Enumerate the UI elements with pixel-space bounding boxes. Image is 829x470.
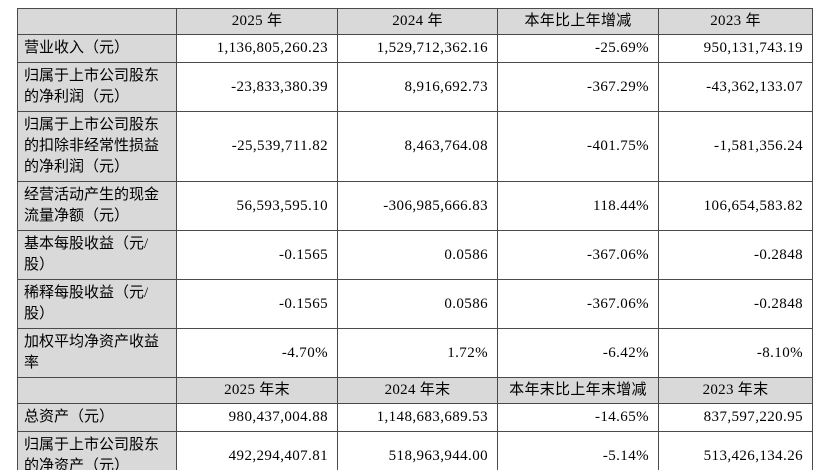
row-net-profit-attributable: 归属于上市公司股东的净利润（元） -23,833,380.39 8,916,69… bbox=[17, 62, 813, 112]
row-label: 营业收入（元） bbox=[17, 34, 177, 63]
row-label: 稀释每股收益（元/股） bbox=[17, 279, 177, 329]
col-header-2024: 2024 年 bbox=[337, 8, 498, 35]
financial-summary-table: 2025 年 2024 年 本年比上年增减 2023 年 营业收入（元） 1,1… bbox=[17, 8, 813, 470]
col-header-2025-end: 2025 年末 bbox=[176, 377, 338, 404]
cell-value: -0.2848 bbox=[658, 230, 813, 280]
cell-value: 118.44% bbox=[497, 181, 659, 231]
cell-value: -25.69% bbox=[497, 34, 659, 63]
row-diluted-eps: 稀释每股收益（元/股） -0.1565 0.0586 -367.06% -0.2… bbox=[17, 279, 813, 329]
cell-value: 106,654,583.82 bbox=[658, 181, 813, 231]
row-label: 归属于上市公司股东的扣除非经常性损益的净利润（元） bbox=[17, 111, 177, 182]
cell-value: -367.06% bbox=[497, 279, 659, 329]
cell-value: 56,593,595.10 bbox=[176, 181, 338, 231]
cell-value: -43,362,133.07 bbox=[658, 62, 813, 112]
cell-value: 950,131,743.19 bbox=[658, 34, 813, 63]
row-label: 基本每股收益（元/股） bbox=[17, 230, 177, 280]
row-label: 总资产（元） bbox=[17, 403, 177, 432]
row-label: 加权平均净资产收益率 bbox=[17, 328, 177, 378]
cell-value: -1,581,356.24 bbox=[658, 111, 813, 182]
row-label: 归属于上市公司股东的净利润（元） bbox=[17, 62, 177, 112]
row-total-assets: 总资产（元） 980,437,004.88 1,148,683,689.53 -… bbox=[17, 403, 813, 432]
cell-value: -4.70% bbox=[176, 328, 338, 378]
cell-value: 0.0586 bbox=[337, 230, 498, 280]
col-header-2024-end: 2024 年末 bbox=[337, 377, 498, 404]
col-header-2023-end: 2023 年末 bbox=[658, 377, 813, 404]
row-operating-revenue: 营业收入（元） 1,136,805,260.23 1,529,712,362.1… bbox=[17, 34, 813, 63]
col-header-yoy-change: 本年比上年增减 bbox=[497, 8, 659, 35]
cell-value: -367.29% bbox=[497, 62, 659, 112]
corner-cell bbox=[17, 8, 177, 35]
cell-value: 1,148,683,689.53 bbox=[337, 403, 498, 432]
cell-value: 980,437,004.88 bbox=[176, 403, 338, 432]
col-header-2025: 2025 年 bbox=[176, 8, 338, 35]
cell-value: -0.1565 bbox=[176, 230, 338, 280]
cell-value: -0.1565 bbox=[176, 279, 338, 329]
cell-value: -5.14% bbox=[497, 431, 659, 470]
cell-value: 1.72% bbox=[337, 328, 498, 378]
cell-value: 1,529,712,362.16 bbox=[337, 34, 498, 63]
row-net-profit-excl-nonrecurring: 归属于上市公司股东的扣除非经常性损益的净利润（元） -25,539,711.82… bbox=[17, 111, 813, 182]
row-label: 经营活动产生的现金流量净额（元） bbox=[17, 181, 177, 231]
cell-value: -14.65% bbox=[497, 403, 659, 432]
cell-value: -306,985,666.83 bbox=[337, 181, 498, 231]
cell-value: -367.06% bbox=[497, 230, 659, 280]
row-net-assets-attributable: 归属于上市公司股东的净资产（元） 492,294,407.81 518,963,… bbox=[17, 431, 813, 470]
cell-value: 837,597,220.95 bbox=[658, 403, 813, 432]
cell-value: -0.2848 bbox=[658, 279, 813, 329]
row-label: 归属于上市公司股东的净资产（元） bbox=[17, 431, 177, 470]
section2-header-row: 2025 年末 2024 年末 本年末比上年末增减 2023 年末 bbox=[17, 377, 813, 404]
row-basic-eps: 基本每股收益（元/股） -0.1565 0.0586 -367.06% -0.2… bbox=[17, 230, 813, 280]
corner-cell bbox=[17, 377, 177, 404]
cell-value: -6.42% bbox=[497, 328, 659, 378]
cell-value: -401.75% bbox=[497, 111, 659, 182]
cell-value: 1,136,805,260.23 bbox=[176, 34, 338, 63]
cell-value: 8,916,692.73 bbox=[337, 62, 498, 112]
cell-value: 8,463,764.08 bbox=[337, 111, 498, 182]
col-header-2023: 2023 年 bbox=[658, 8, 813, 35]
cell-value: 492,294,407.81 bbox=[176, 431, 338, 470]
section1-header-row: 2025 年 2024 年 本年比上年增减 2023 年 bbox=[17, 8, 813, 35]
cell-value: 0.0586 bbox=[337, 279, 498, 329]
cell-value: -8.10% bbox=[658, 328, 813, 378]
cell-value: 518,963,944.00 bbox=[337, 431, 498, 470]
cell-value: -25,539,711.82 bbox=[176, 111, 338, 182]
row-weighted-avg-roe: 加权平均净资产收益率 -4.70% 1.72% -6.42% -8.10% bbox=[17, 328, 813, 378]
row-operating-cash-flow: 经营活动产生的现金流量净额（元） 56,593,595.10 -306,985,… bbox=[17, 181, 813, 231]
cell-value: -23,833,380.39 bbox=[176, 62, 338, 112]
cell-value: 513,426,134.26 bbox=[658, 431, 813, 470]
col-header-yearend-change: 本年末比上年末增减 bbox=[497, 377, 659, 404]
